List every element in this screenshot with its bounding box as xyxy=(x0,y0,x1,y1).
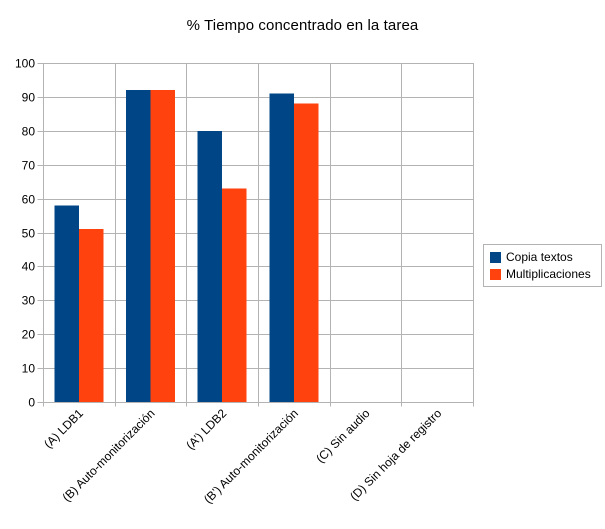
y-axis-label: 70 xyxy=(22,159,36,173)
x-axis-label: (A) LDB1 xyxy=(41,406,86,451)
bar-1-1 xyxy=(150,90,175,403)
y-axis-label: 90 xyxy=(22,91,36,105)
y-axis-label: 60 xyxy=(22,193,36,207)
y-axis-label: 80 xyxy=(22,125,36,139)
bar-0-0 xyxy=(54,205,79,402)
y-axis-label: 10 xyxy=(22,362,36,376)
x-axis-label: (C) Sin audio xyxy=(313,406,373,466)
chart-title: % Tiempo concentrado en la tarea xyxy=(186,17,419,34)
y-axis-label: 20 xyxy=(22,328,36,342)
y-axis-label: 30 xyxy=(22,294,36,308)
legend-label: Copia textos xyxy=(506,250,573,264)
bar-0-3 xyxy=(269,93,294,402)
bar-0-2 xyxy=(197,130,223,403)
legend-item-1: Multiplicaciones xyxy=(490,267,595,281)
bar-1-3 xyxy=(293,103,319,403)
legend-item-0: Copia textos xyxy=(490,250,595,264)
y-axis-label: 50 xyxy=(22,227,36,241)
legend-swatch-icon xyxy=(490,251,501,263)
y-axis-label: 100 xyxy=(15,57,35,71)
legend: Copia textos Multiplicaciones xyxy=(483,244,602,287)
x-axis-label: (A’) LDB2 xyxy=(183,406,229,452)
legend-swatch-icon xyxy=(490,268,501,280)
bar-1-2 xyxy=(222,188,247,402)
bar-0-1 xyxy=(126,90,151,403)
legend-label: Multiplicaciones xyxy=(506,267,591,281)
y-axis-label: 0 xyxy=(28,396,35,410)
bar-1-0 xyxy=(78,229,104,402)
y-axis-label: 40 xyxy=(22,260,36,274)
